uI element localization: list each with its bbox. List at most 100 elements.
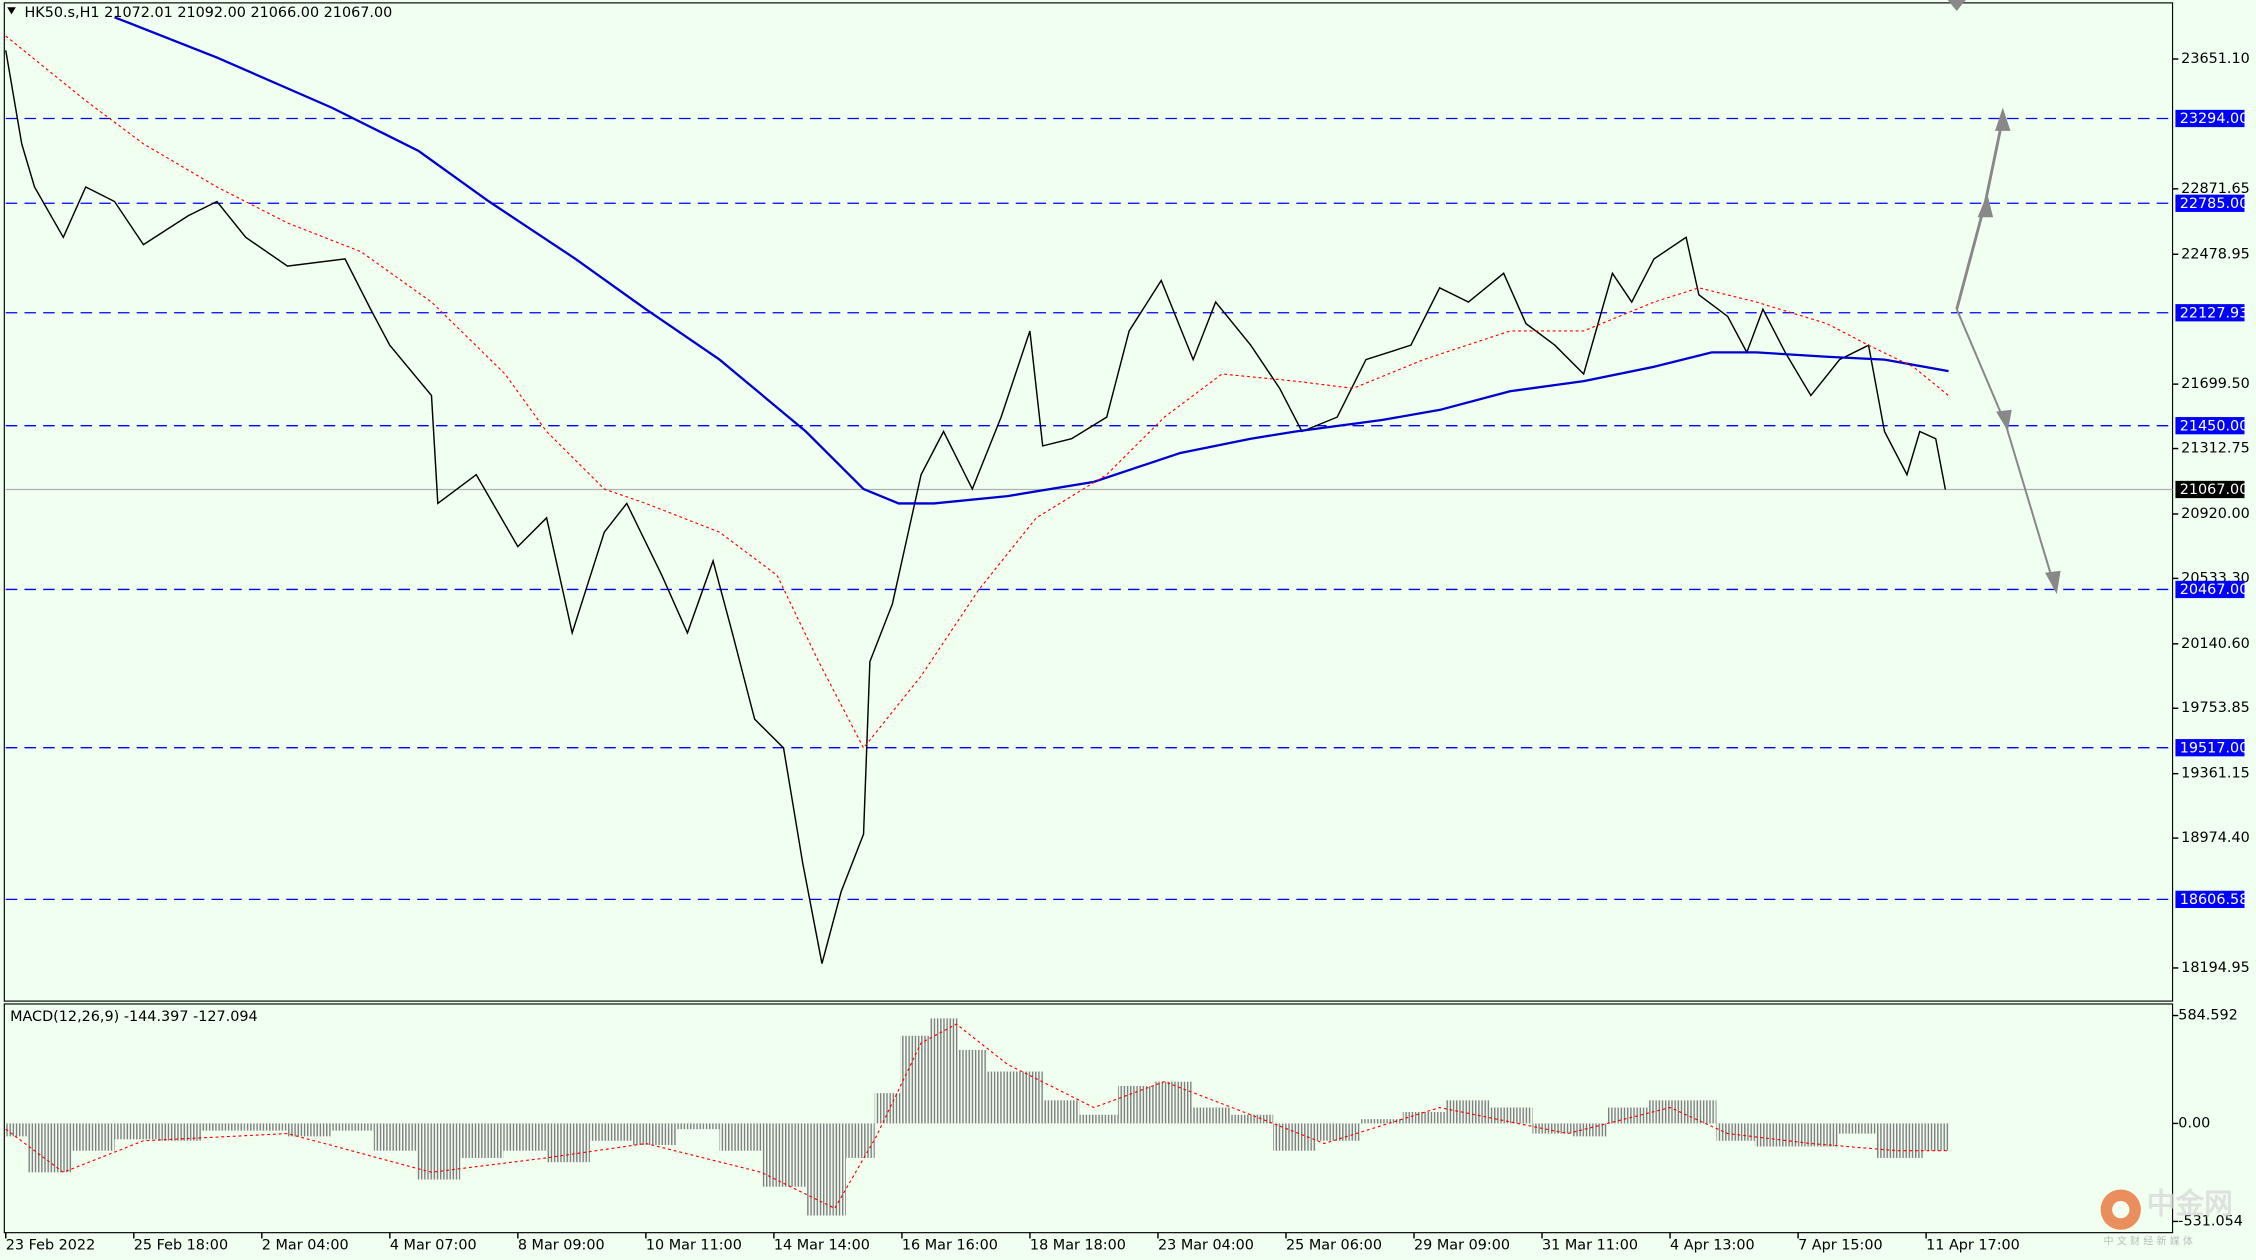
level-label: 20467.00 (2180, 582, 2249, 598)
macd-bar (1191, 1107, 1230, 1124)
level-label: 18606.58 (2180, 892, 2249, 908)
macd-bar (71, 1123, 115, 1151)
last-price-box (2175, 480, 2245, 499)
macd-bar (1316, 1123, 1360, 1141)
y-tick-label: 20140.60 (2181, 636, 2250, 652)
macd-header: MACD(12,26,9) -144.397 -127.094 (10, 1009, 258, 1025)
macd-bar (287, 1123, 331, 1137)
macd-bar (1572, 1123, 1608, 1137)
y-tick-label: 584.592 (2178, 1008, 2237, 1024)
level-label-box (2175, 890, 2245, 909)
macd-bar (1154, 1081, 1192, 1124)
macd-bar (1607, 1107, 1648, 1124)
macd-bar (1838, 1123, 1877, 1134)
y-tick-label: 19753.85 (2181, 700, 2250, 716)
x-tick-label: 23 Mar 04:00 (1158, 1238, 1254, 1254)
y-tick-label: -531.054 (2178, 1213, 2243, 1229)
x-tick-label: 23 Feb 2022 (6, 1238, 95, 1254)
macd-bar (244, 1123, 288, 1131)
macd-bar (929, 1018, 958, 1124)
macd-bar (1402, 1111, 1447, 1124)
y-tick-label: 21312.75 (2181, 441, 2250, 457)
macd-bar (986, 1071, 1016, 1124)
macd-bar (719, 1123, 763, 1151)
macd-bar (1716, 1123, 1755, 1141)
macd-bar (157, 1123, 201, 1141)
macd-bar (1079, 1114, 1118, 1124)
macd-bar (28, 1123, 72, 1173)
macd-bar (503, 1123, 547, 1151)
macd-bar (1876, 1123, 1923, 1158)
x-tick-label: 4 Apr 13:00 (1670, 1238, 1755, 1254)
x-tick-label: 2 Mar 04:00 (262, 1238, 349, 1254)
watermark-subtitle: 中 文 财 经 新 媒 体 (2103, 1234, 2193, 1247)
level-label-box (2175, 304, 2245, 322)
macd-bar (1015, 1071, 1045, 1124)
level-label-box (2175, 417, 2245, 435)
forecast-arrows (1947, 0, 2061, 595)
level-label-box (2175, 739, 2245, 757)
macd-bar (845, 1123, 875, 1158)
y-tick-label: 21699.50 (2181, 376, 2250, 392)
macd-bar (676, 1123, 720, 1130)
macd-bar (1273, 1123, 1317, 1151)
macd-bar (1532, 1123, 1573, 1134)
macd-bar (633, 1123, 677, 1146)
x-tick-label: 11 Apr 17:00 (1926, 1238, 2020, 1254)
plot-layer: 23651.10 22871.65 22478.95 21699.50 21312.75… (5, 16, 2250, 1254)
macd-bar (900, 1035, 930, 1124)
macd-bar (1798, 1123, 1839, 1147)
marker (1947, 0, 1966, 11)
level-label: 22127.93 (2180, 305, 2249, 321)
level-label-box (2175, 194, 2245, 212)
arrow-head (1995, 107, 2011, 131)
macd-bar (805, 1123, 846, 1216)
x-tick-label: 29 Mar 09:00 (1414, 1238, 1510, 1254)
watermark: 中金网 中 文 财 经 新 媒 体 (2100, 1186, 2233, 1247)
macd-bar (874, 1093, 901, 1124)
arrow-head (1977, 193, 1994, 218)
level-label: 19517.00 (2180, 740, 2249, 756)
macd-bar (1647, 1100, 1685, 1124)
y-tick-label: 23651.10 (2181, 51, 2250, 67)
macd-bar (1446, 1100, 1490, 1124)
macd-panel (3, 1003, 2174, 1234)
level-label: 22785.00 (2180, 196, 2249, 212)
y-tick-label: 18974.40 (2181, 830, 2250, 846)
x-tick-label: 4 Mar 07:00 (390, 1238, 477, 1254)
macd-bar (373, 1123, 418, 1151)
level-label: 21450.00 (2180, 418, 2249, 434)
x-tick-label: 8 Mar 09:00 (518, 1238, 605, 1254)
macd-bar (200, 1123, 245, 1131)
x-tick-label: 18 Mar 18:00 (1030, 1238, 1126, 1254)
macd-bar (957, 1049, 987, 1124)
macd-bar (5, 1123, 29, 1137)
x-tick-label: 16 Mar 16:00 (902, 1238, 998, 1254)
x-tick-label: 25 Mar 06:00 (1286, 1238, 1382, 1254)
macd-bar (1229, 1114, 1274, 1124)
x-tick-label: 31 Mar 11:00 (1542, 1238, 1638, 1254)
y-tick-label: 19361.15 (2181, 766, 2250, 782)
macd-bar (417, 1123, 461, 1180)
watermark-title: 中金网 (2147, 1186, 2233, 1220)
price-line (5, 50, 1947, 964)
macd-bar (1359, 1119, 1403, 1124)
macd-bar (546, 1123, 590, 1163)
y-tick-label: 0.00 (2178, 1115, 2210, 1131)
macd-bar (762, 1123, 806, 1187)
header-marker (7, 7, 16, 15)
macd-bar (114, 1123, 158, 1140)
arrow-head (2045, 570, 2061, 595)
macd-bar (330, 1123, 374, 1131)
level-label-box (2175, 109, 2245, 128)
x-tick-label: 10 Mar 11:00 (646, 1238, 742, 1254)
chart-header: HK50.s,H1 21072.01 21092.00 21066.00 210… (24, 5, 392, 21)
x-tick-label: 25 Feb 18:00 (134, 1238, 228, 1254)
level-label: 23294.00 (2180, 111, 2249, 127)
level-label-box (2175, 580, 2245, 599)
macd-bar (1489, 1107, 1533, 1124)
y-tick-label: 22478.95 (2181, 246, 2250, 262)
x-tick-label: 7 Apr 15:00 (1798, 1238, 1883, 1254)
